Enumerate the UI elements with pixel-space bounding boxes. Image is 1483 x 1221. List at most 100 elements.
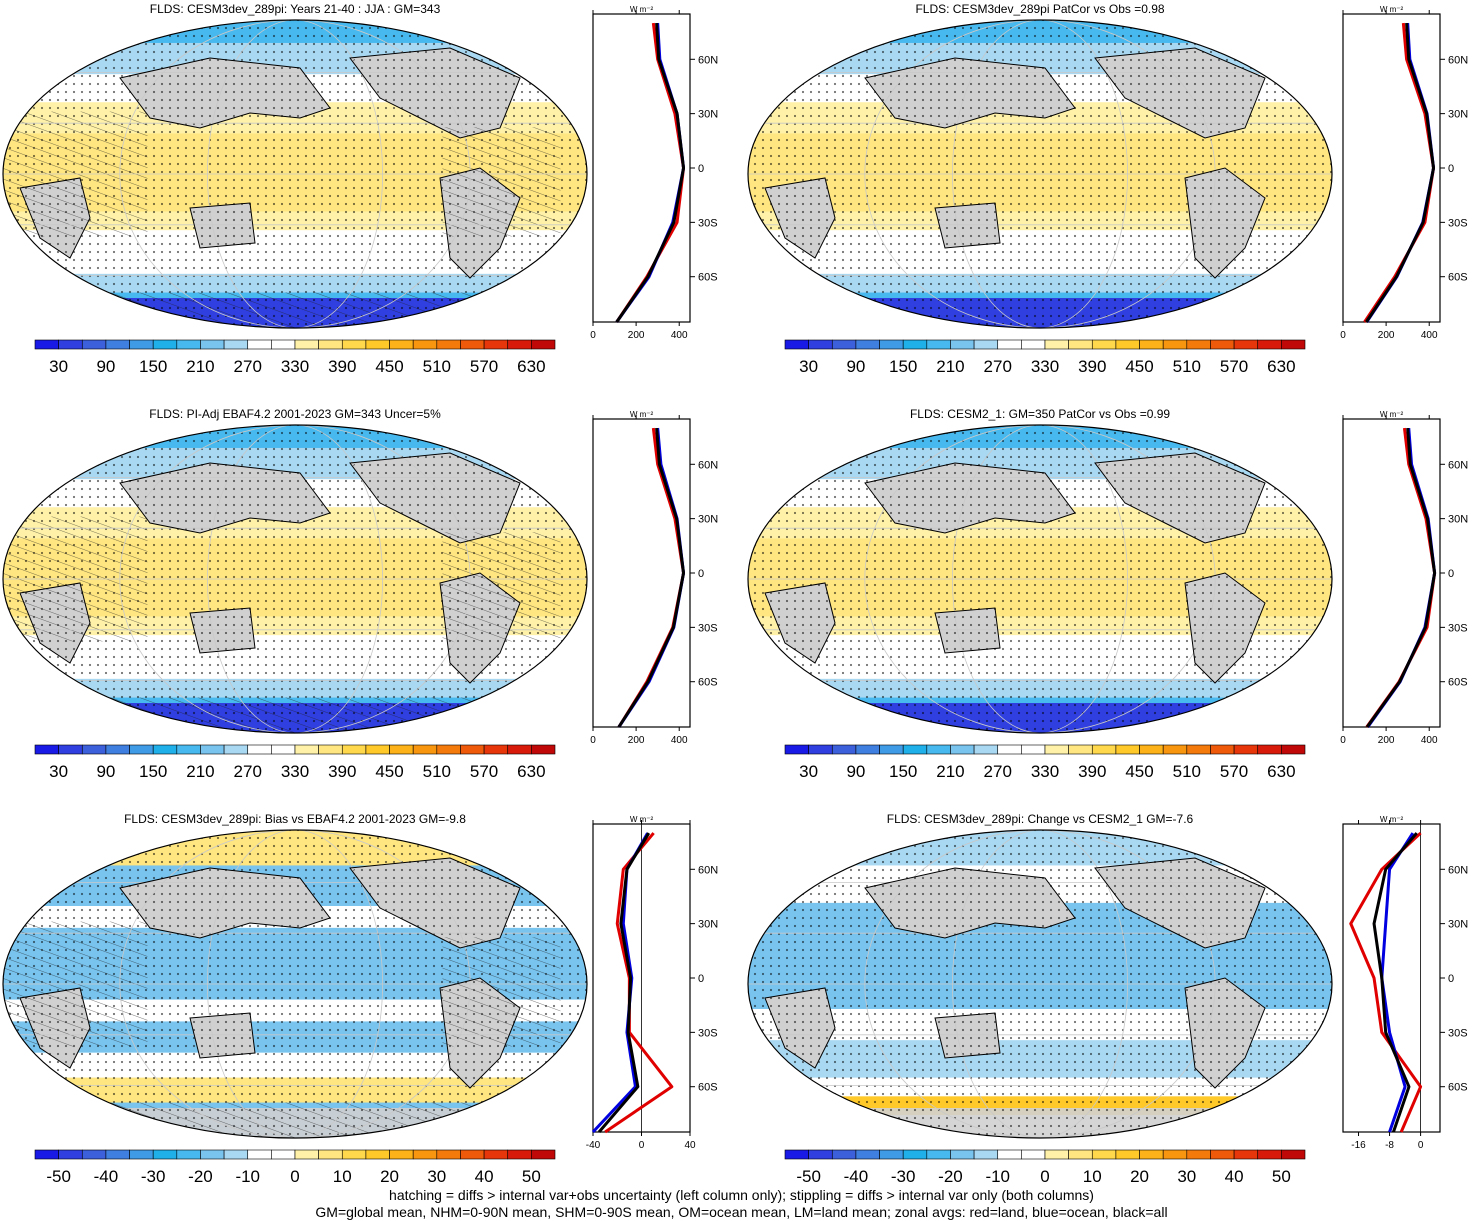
colorbar-swatch bbox=[294, 1149, 319, 1160]
colorbar-label: 50 bbox=[1272, 1167, 1291, 1186]
colorbar: 30 90 150 210 270 330 390 450 510 570 630 bbox=[34, 339, 556, 376]
zonal-x-tick: 0 bbox=[1418, 1140, 1424, 1151]
colorbar-swatch bbox=[247, 1149, 272, 1160]
zonal-lat-label: 60N bbox=[698, 864, 718, 876]
colorbar-swatch bbox=[105, 339, 130, 350]
colorbar-swatch bbox=[460, 1149, 485, 1160]
colorbar-swatch bbox=[389, 744, 414, 755]
colorbar-swatch bbox=[152, 339, 178, 350]
zonal-frame bbox=[1342, 823, 1441, 1133]
colorbar-label: 10 bbox=[1083, 1167, 1102, 1186]
panel-title: FLDS: CESM3dev_289pi PatCor vs Obs =0.98 bbox=[915, 2, 1165, 16]
zonal-frame bbox=[1342, 13, 1441, 323]
zonal-lat-label: 60N bbox=[698, 459, 718, 471]
colorbar-swatch bbox=[1115, 339, 1140, 350]
zonal-unit: W m⁻² bbox=[1380, 6, 1404, 14]
zonal-lat-label: 60S bbox=[698, 272, 718, 284]
colorbar-swatch bbox=[152, 744, 178, 755]
colorbar-swatch bbox=[460, 339, 485, 350]
colorbar-swatch bbox=[531, 744, 556, 755]
zonal-lat-label: 60N bbox=[1448, 864, 1468, 876]
colorbar-label: 270 bbox=[234, 357, 262, 376]
colorbar-label: 570 bbox=[1220, 762, 1248, 781]
colorbar-label: -30 bbox=[141, 1167, 166, 1186]
colorbar-swatch bbox=[1162, 1149, 1188, 1160]
colorbar-swatch bbox=[436, 744, 461, 755]
zonal-lat-label: 30S bbox=[698, 622, 718, 634]
colorbar: 30 90 150 210 270 330 390 450 510 570 630 bbox=[34, 744, 556, 781]
colorbar-label: 390 bbox=[328, 762, 356, 781]
zonal-lat-label: 60N bbox=[1448, 459, 1468, 471]
colorbar-swatch bbox=[784, 1149, 809, 1160]
panel-title: FLDS: PI-Adj EBAF4.2 2001-2023 GM=343 Un… bbox=[149, 407, 441, 421]
map bbox=[2, 424, 588, 734]
colorbar-label: -20 bbox=[938, 1167, 963, 1186]
colorbar-label: -50 bbox=[46, 1167, 71, 1186]
colorbar-swatch bbox=[855, 1149, 880, 1160]
colorbar-label: 0 bbox=[1040, 1167, 1049, 1186]
colorbar-label: 30 bbox=[799, 762, 818, 781]
colorbar-label: 450 bbox=[1125, 762, 1153, 781]
colorbar-label: 510 bbox=[1173, 762, 1201, 781]
colorbar-swatch bbox=[1186, 1149, 1211, 1160]
zonal-lat-label: 60S bbox=[1448, 677, 1468, 689]
zonal-line-all bbox=[1365, 22, 1436, 323]
colorbar-label: 150 bbox=[139, 762, 167, 781]
colorbar-swatch bbox=[176, 1149, 201, 1160]
zonal-plot: W m⁻² 60N 30N 0 30S 60S 0 200 400 bbox=[590, 411, 718, 746]
zonal-lat-label: 60N bbox=[1448, 54, 1468, 66]
colorbar-label: 570 bbox=[470, 762, 498, 781]
colorbar-swatch bbox=[483, 339, 509, 350]
colorbar-label: 510 bbox=[1173, 357, 1201, 376]
colorbar-swatch bbox=[247, 339, 272, 350]
colorbar-swatch bbox=[507, 339, 532, 350]
colorbar-swatch bbox=[1186, 744, 1211, 755]
colorbar-swatch bbox=[808, 1149, 833, 1160]
colorbar-label: 210 bbox=[186, 357, 214, 376]
zonal-lat-label: 30N bbox=[1448, 109, 1468, 121]
colorbar-swatch bbox=[1186, 339, 1211, 350]
colorbar-swatch bbox=[879, 744, 904, 755]
zonal-unit: W m⁻² bbox=[630, 411, 654, 419]
zonal-line-all bbox=[597, 832, 651, 1133]
colorbar-label: 30 bbox=[49, 357, 68, 376]
map bbox=[747, 424, 1333, 734]
colorbar-swatch bbox=[105, 1149, 130, 1160]
colorbar-swatch bbox=[808, 339, 833, 350]
panel-title: FLDS: CESM3dev_289pi: Bias vs EBAF4.2 20… bbox=[124, 812, 466, 826]
colorbar-swatch bbox=[1281, 744, 1306, 755]
zonal-frame bbox=[592, 13, 691, 323]
colorbar: 30 90 150 210 270 330 390 450 510 570 630 bbox=[784, 744, 1306, 781]
colorbar-swatch bbox=[507, 744, 532, 755]
colorbar-swatch bbox=[176, 339, 201, 350]
colorbar-swatch bbox=[926, 339, 951, 350]
colorbar-label: 270 bbox=[984, 357, 1012, 376]
colorbar-label: 150 bbox=[139, 357, 167, 376]
colorbar-swatch bbox=[879, 1149, 904, 1160]
colorbar-swatch bbox=[1021, 1149, 1046, 1160]
colorbar-swatch bbox=[318, 744, 343, 755]
colorbar-label: -40 bbox=[94, 1167, 119, 1186]
colorbar-swatch bbox=[200, 339, 225, 350]
zonal-x-tick: 200 bbox=[628, 735, 645, 746]
colorbar-swatch bbox=[1139, 744, 1164, 755]
colorbar-swatch bbox=[902, 744, 928, 755]
zonal-x-tick: 400 bbox=[671, 735, 688, 746]
colorbar-swatch bbox=[1068, 339, 1093, 350]
zonal-lat-label: 60S bbox=[698, 1082, 718, 1094]
colorbar-label: 390 bbox=[1078, 762, 1106, 781]
colorbar-label: -10 bbox=[985, 1167, 1010, 1186]
colorbar-label: 390 bbox=[1078, 357, 1106, 376]
zonal-plot: W m⁻² 60N 30N 0 30S 60S -16 -8 0 bbox=[1342, 816, 1468, 1151]
colorbar-swatch bbox=[105, 744, 130, 755]
colorbar-swatch bbox=[902, 339, 928, 350]
zonal-lat-label: 30N bbox=[1448, 919, 1468, 931]
colorbar-label: 40 bbox=[475, 1167, 494, 1186]
zonal-lat-label: 30S bbox=[1448, 217, 1468, 229]
colorbar-swatch bbox=[1257, 744, 1282, 755]
zonal-x-tick: -16 bbox=[1351, 1140, 1366, 1151]
colorbar: -50 -40 -30 -20 -10 0 10 20 30 40 50 bbox=[34, 1149, 556, 1186]
zonal-lat-label: 0 bbox=[698, 568, 704, 580]
colorbar-swatch bbox=[1281, 1149, 1306, 1160]
colorbar-label: 50 bbox=[522, 1167, 541, 1186]
